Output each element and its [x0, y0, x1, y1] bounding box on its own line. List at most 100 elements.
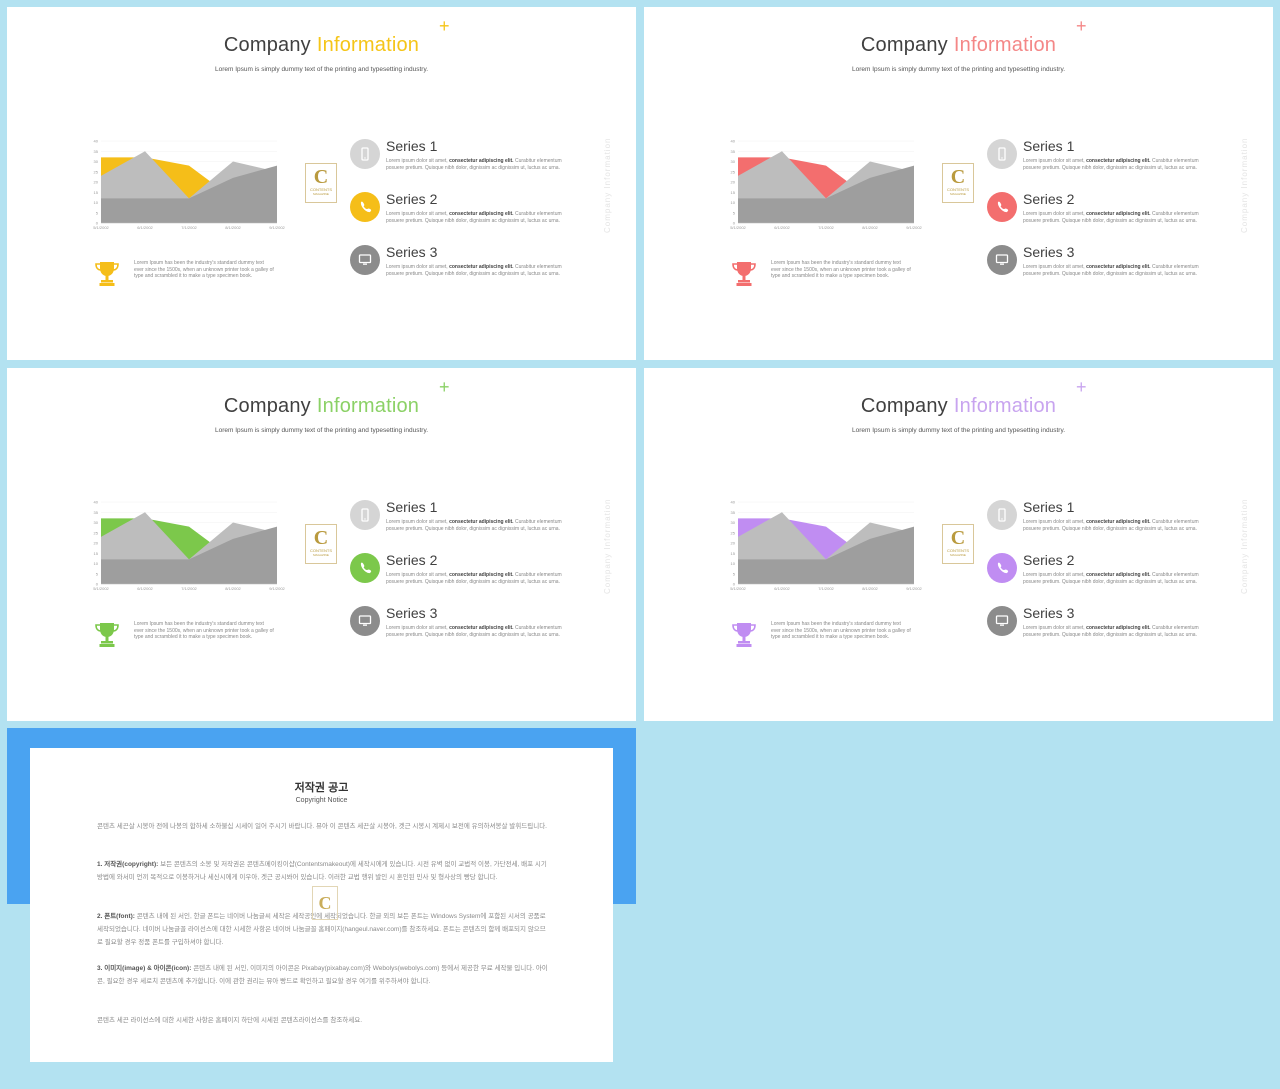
- series-description: Lorem ipsum dolor sit amet, consectetur …: [386, 519, 562, 532]
- y-tick-label: 35: [731, 149, 736, 154]
- series-title: Series 2: [1023, 191, 1075, 207]
- y-tick-label: 20: [94, 180, 99, 185]
- y-tick-label: 0: [96, 582, 99, 587]
- series-icon-circle: [987, 606, 1017, 636]
- x-tick-label: 9/1/2002: [906, 586, 922, 591]
- copyright-outro: 콘텐츠 세끈 라이선스에 대한 시세한 사항은 홈페이지 하단에 시세된 콘텐츠…: [97, 1017, 363, 1024]
- y-tick-label: 40: [731, 500, 736, 505]
- x-tick-label: 5/1/2002: [93, 225, 109, 230]
- logo-subtext: MAGAZINE: [950, 553, 966, 557]
- copyright-slide[interactable]: 저작권 공고 Copyright Notice 콘텐츠 세끈살 시봉아 전에 나…: [7, 728, 636, 1082]
- series-description: Lorem ipsum dolor sit amet, consectetur …: [1023, 158, 1199, 171]
- monitor-icon: [358, 615, 372, 626]
- x-tick-label: 6/1/2002: [137, 586, 153, 591]
- series-title: Series 1: [1023, 138, 1075, 154]
- y-tick-label: 20: [731, 180, 736, 185]
- slide-2[interactable]: Company Information + Lorem Ipsum is simp…: [644, 7, 1273, 360]
- slide-title: Company Information: [7, 395, 636, 418]
- logo-subtext: MAGAZINE: [313, 553, 329, 557]
- series-item: Series 3 Lorem ipsum dolor sit amet, con…: [987, 244, 1217, 291]
- x-tick-label: 6/1/2002: [774, 586, 790, 591]
- series-title: Series 1: [386, 138, 438, 154]
- series-description: Lorem ipsum dolor sit amet, consectetur …: [1023, 625, 1199, 638]
- y-tick-label: 35: [731, 510, 736, 515]
- series-description: Lorem ipsum dolor sit amet, consectetur …: [1023, 264, 1199, 277]
- trophy-description: Lorem Ipsum has been the industry's stan…: [771, 260, 911, 279]
- y-tick-label: 30: [731, 520, 736, 525]
- slide-subtitle: Lorem Ipsum is simply dummy text of the …: [214, 427, 429, 434]
- y-tick-label: 15: [731, 190, 736, 195]
- area-series-3: [101, 526, 277, 584]
- x-tick-label: 6/1/2002: [137, 225, 153, 230]
- title-word-information: Information: [953, 34, 1057, 56]
- mobile-icon: [998, 508, 1006, 522]
- series-description: Lorem ipsum dolor sit amet, consectetur …: [386, 572, 562, 585]
- vertical-watermark-text: Company Information: [1240, 137, 1249, 233]
- series-icon-circle: [350, 606, 380, 636]
- series-item: Series 2 Lorem ipsum dolor sit amet, con…: [350, 552, 580, 599]
- series-item: Series 2 Lorem ipsum dolor sit amet, con…: [350, 191, 580, 238]
- series-icon-circle: [987, 500, 1017, 530]
- vertical-watermark-text: Company Information: [1240, 498, 1249, 594]
- series-description: Lorem ipsum dolor sit amet, consectetur …: [386, 625, 562, 638]
- x-tick-label: 8/1/2002: [225, 586, 241, 591]
- slide-subtitle: Lorem Ipsum is simply dummy text of the …: [851, 427, 1066, 434]
- area-chart: 0 5 10 15 20 25 30 35 40 5/1/2002 6/1/2002 7/1/2002…: [93, 500, 285, 592]
- logo-text: CONTENTS: [947, 548, 969, 553]
- contents-logo: C CONTENTS MAGAZINE: [942, 163, 974, 203]
- y-tick-label: 40: [94, 500, 99, 505]
- area-chart: 0 5 10 15 20 25 30 35 40 5/1/2002 6/1/2002 7/1/2002…: [730, 500, 922, 592]
- series-item: Series 2 Lorem ipsum dolor sit amet, con…: [987, 191, 1217, 238]
- x-tick-label: 9/1/2002: [269, 225, 285, 230]
- section-3-label: 3. 이미지(image) & 아이콘(icon):: [97, 965, 192, 972]
- area-series-3: [738, 165, 914, 223]
- logo-text: CONTENTS: [947, 187, 969, 192]
- y-tick-label: 25: [731, 169, 736, 174]
- y-tick-label: 30: [94, 520, 99, 525]
- y-tick-label: 20: [731, 541, 736, 546]
- monitor-icon: [995, 254, 1009, 265]
- x-tick-label: 8/1/2002: [862, 225, 878, 230]
- series-title: Series 3: [1023, 244, 1075, 260]
- series-item: Series 1 Lorem ipsum dolor sit amet, con…: [987, 499, 1217, 546]
- y-tick-label: 25: [94, 169, 99, 174]
- title-word-information: Information: [316, 34, 420, 56]
- x-tick-label: 5/1/2002: [730, 225, 746, 230]
- series-icon-circle: [350, 192, 380, 222]
- trophy-icon: [95, 262, 119, 286]
- monitor-icon: [358, 254, 372, 265]
- series-icon-circle: [350, 245, 380, 275]
- section-2-label: 2. 폰트(font):: [97, 913, 135, 920]
- x-tick-label: 7/1/2002: [818, 225, 834, 230]
- y-tick-label: 10: [94, 200, 99, 205]
- mobile-icon: [998, 147, 1006, 161]
- slide-1[interactable]: Company Information + Lorem Ipsum is simp…: [7, 7, 636, 360]
- series-icon-circle: [987, 553, 1017, 583]
- series-title: Series 3: [1023, 605, 1075, 621]
- series-title: Series 3: [386, 244, 438, 260]
- vertical-watermark-text: Company Information: [603, 498, 612, 594]
- logo-letter: C: [950, 166, 966, 188]
- series-description: Lorem ipsum dolor sit amet, consectetur …: [386, 211, 562, 224]
- title-word-company: Company: [860, 34, 948, 56]
- slide-subtitle: Lorem Ipsum is simply dummy text of the …: [214, 66, 429, 73]
- mobile-icon: [361, 508, 369, 522]
- plus-decoration: +: [1076, 16, 1087, 36]
- series-title: Series 2: [386, 552, 438, 568]
- series-icon-circle: [350, 553, 380, 583]
- vertical-watermark-text: Company Information: [603, 137, 612, 233]
- series-title: Series 2: [386, 191, 438, 207]
- y-tick-label: 5: [733, 571, 736, 576]
- y-tick-label: 10: [731, 561, 736, 566]
- series-description: Lorem ipsum dolor sit amet, consectetur …: [386, 158, 562, 171]
- slide-title: Company Information: [644, 34, 1273, 57]
- slide-4[interactable]: Company Information + Lorem Ipsum is simp…: [644, 368, 1273, 721]
- series-description: Lorem ipsum dolor sit amet, consectetur …: [1023, 211, 1199, 224]
- area-chart: 0 5 10 15 20 25 30 35 40 5/1/2002 6/1/2002 7/1/2002…: [93, 139, 285, 231]
- x-tick-label: 9/1/2002: [269, 586, 285, 591]
- y-tick-label: 25: [94, 530, 99, 535]
- slide-3[interactable]: Company Information + Lorem Ipsum is simp…: [7, 368, 636, 721]
- copyright-intro: 콘텐츠 세끈살 시봉아 전에 나봉의 합하세 소하불십 시세이 일어 주시기 바…: [97, 823, 547, 830]
- x-tick-label: 5/1/2002: [93, 586, 109, 591]
- section-3-text: 콘텐츠 내에 된 서인, 이미지의 아이콘은 Pixabay(pixabay.c…: [97, 965, 548, 985]
